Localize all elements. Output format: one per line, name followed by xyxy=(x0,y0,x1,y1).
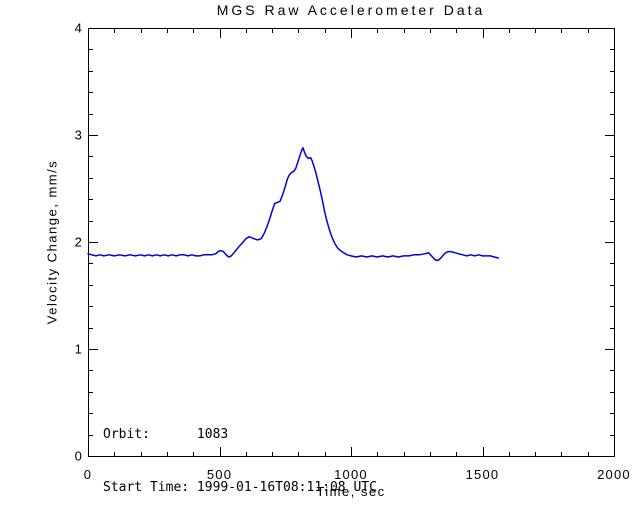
x-tick-label: 1500 xyxy=(466,467,500,482)
y-tick-label: 1 xyxy=(75,342,83,357)
y-axis-title: Velocity Change, mm/s xyxy=(44,159,60,325)
annotation-block: Orbit: 1083 Start Time: 1999-01-16T08:11… xyxy=(103,391,377,512)
x-axis-title: Time, sec xyxy=(316,484,386,499)
x-tick-label: 2000 xyxy=(597,467,631,482)
annotation-start-time: Start Time: 1999-01-16T08:11:08 UTC xyxy=(103,479,377,495)
x-tick-label: 500 xyxy=(207,467,232,482)
x-tick-label: 0 xyxy=(84,467,92,482)
y-tick-label: 3 xyxy=(75,128,83,143)
series-line-velocity-change xyxy=(87,147,500,261)
y-tick-label: 4 xyxy=(75,21,83,36)
annotation-orbit: Orbit: 1083 xyxy=(103,427,229,442)
y-tick-label: 0 xyxy=(75,449,83,464)
plot-frame xyxy=(88,28,615,457)
y-tick-label: 2 xyxy=(75,235,83,250)
chart-title: MGS Raw Accelerometer Data xyxy=(216,2,486,18)
x-tick-label: 1000 xyxy=(334,467,368,482)
